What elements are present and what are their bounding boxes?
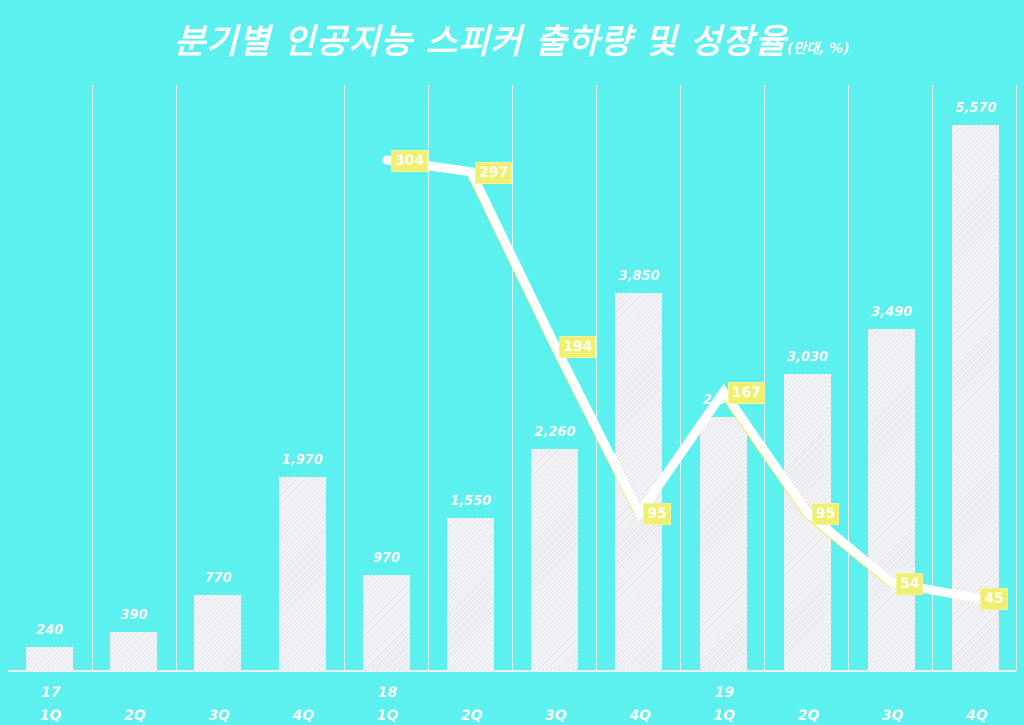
gridline — [764, 85, 765, 671]
x-tick-quarter: 4Q — [629, 708, 652, 724]
gridline — [848, 85, 849, 671]
x-tick-quarter: 3Q — [882, 708, 904, 724]
growth-rate-label: 297 — [475, 161, 513, 184]
x-tick-year: 17 — [41, 685, 61, 701]
title-unit: (만대, %) — [787, 41, 850, 57]
growth-rate-label: 167 — [727, 381, 765, 404]
x-tick-quarter: 1Q — [40, 708, 62, 724]
bar — [952, 125, 1000, 670]
bar — [278, 477, 326, 670]
bar-value-label: 390 — [120, 607, 148, 623]
bar — [447, 518, 494, 670]
chart-title: 분기별 인공지능 스피커 출하량 및 성장율(만대, %) — [0, 14, 1024, 63]
growth-rate-label: 194 — [559, 336, 597, 359]
title-main: 분기별 인공지능 스피커 출하량 및 성장율 — [174, 22, 788, 62]
gridline — [428, 85, 429, 671]
growth-rate-label: 45 — [980, 588, 1008, 610]
x-tick-quarter: 4Q — [292, 708, 315, 724]
bar-value-label: 970 — [373, 551, 401, 567]
gridline — [176, 85, 177, 671]
bar-value-label: 1,970 — [282, 453, 324, 469]
x-tick-quarter: 2Q — [124, 708, 147, 724]
growth-line-accent — [383, 162, 974, 602]
bar-value-label: 2,260 — [534, 424, 576, 440]
x-tick-quarter: 2Q — [797, 708, 820, 724]
x-tick-quarter: 3Q — [545, 708, 568, 724]
bar — [783, 373, 831, 670]
bar-value-label: 3,030 — [787, 349, 829, 365]
x-tick-quarter: 1Q — [713, 708, 736, 724]
bar-value-label: 770 — [204, 570, 232, 586]
bar-value-label: 5,570 — [955, 101, 997, 116]
growth-line-path — [382, 155, 981, 603]
gridline — [92, 85, 93, 671]
gridline — [344, 85, 345, 671]
x-tick-quarter: 4Q — [966, 708, 989, 724]
gridline — [512, 85, 513, 671]
gridline — [932, 85, 933, 671]
bar — [699, 416, 747, 670]
bar — [362, 575, 410, 670]
growth-rate-label: 304 — [390, 150, 429, 172]
x-tick-year: 19 — [714, 685, 735, 701]
gridline — [680, 85, 681, 671]
bar-value-label: 240 — [36, 622, 64, 638]
bar-value-label: 1,550 — [450, 494, 492, 510]
growth-rate-label: 95 — [811, 503, 840, 526]
bar — [26, 646, 73, 670]
bar-value-label: 3,490 — [871, 304, 913, 320]
bar — [868, 328, 915, 670]
growth-rate-label: 95 — [643, 503, 671, 526]
x-tick-year: 18 — [378, 685, 398, 701]
x-tick-quarter: 2Q — [461, 708, 483, 724]
bar — [194, 594, 242, 670]
x-tick-quarter: 1Q — [376, 708, 399, 724]
x-tick-quarter: 3Q — [208, 708, 231, 724]
bar-value-label: 3,850 — [618, 269, 660, 285]
gridline — [1016, 85, 1017, 671]
gridline — [596, 85, 597, 671]
bar — [110, 631, 158, 670]
growth-rate-label: 54 — [896, 572, 924, 595]
x-axis-baseline — [8, 670, 1016, 672]
bar — [531, 448, 579, 670]
